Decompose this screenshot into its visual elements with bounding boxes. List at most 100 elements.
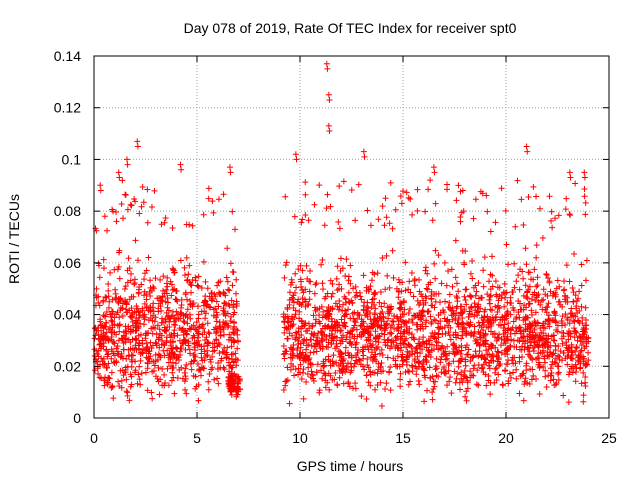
data-point	[503, 289, 510, 296]
data-point	[358, 296, 365, 303]
data-point	[309, 331, 316, 338]
data-point	[486, 365, 493, 372]
data-point	[444, 382, 451, 389]
data-point	[548, 208, 555, 215]
data-point	[329, 280, 336, 287]
data-point	[406, 325, 413, 332]
data-point	[183, 254, 190, 261]
data-point	[533, 193, 540, 200]
data-point	[485, 324, 492, 331]
data-point	[155, 364, 162, 371]
data-point	[359, 323, 366, 330]
data-point	[174, 375, 181, 382]
data-point	[519, 343, 526, 350]
data-point	[299, 267, 306, 274]
data-point	[159, 315, 166, 322]
data-point	[442, 368, 449, 375]
data-point	[418, 315, 425, 322]
data-point	[292, 151, 299, 158]
data-point	[492, 369, 499, 376]
data-point	[92, 367, 99, 374]
data-point	[369, 269, 376, 276]
data-point	[100, 298, 107, 305]
data-point	[533, 376, 540, 383]
data-point	[164, 365, 171, 372]
data-point	[372, 351, 379, 358]
data-point	[400, 319, 407, 326]
data-point	[516, 390, 523, 397]
data-point	[322, 377, 329, 384]
data-point	[202, 315, 209, 322]
data-point	[521, 344, 528, 351]
data-point	[226, 381, 233, 388]
data-point	[367, 316, 374, 323]
data-point	[347, 280, 354, 287]
data-point	[500, 340, 507, 347]
data-point	[564, 361, 571, 368]
data-point	[397, 347, 404, 354]
data-point	[105, 280, 112, 287]
data-point	[192, 326, 199, 333]
data-point	[383, 252, 390, 259]
data-point	[326, 386, 333, 393]
data-point	[435, 339, 442, 346]
data-point	[151, 362, 158, 369]
data-point	[409, 211, 416, 218]
data-point	[126, 296, 133, 303]
data-point	[485, 319, 492, 326]
data-point	[433, 355, 440, 362]
data-point	[432, 247, 439, 254]
data-point	[127, 270, 134, 277]
data-point	[168, 345, 175, 352]
data-point	[445, 367, 452, 374]
data-point	[231, 226, 238, 233]
data-point	[511, 284, 518, 291]
data-point	[511, 343, 518, 350]
data-point	[311, 343, 318, 350]
data-point	[545, 372, 552, 379]
data-point	[195, 303, 202, 310]
data-point	[519, 353, 526, 360]
data-point	[550, 332, 557, 339]
data-point	[529, 344, 536, 351]
data-point	[308, 330, 315, 337]
data-point	[571, 327, 578, 334]
data-point	[232, 356, 239, 363]
data-point	[392, 335, 399, 342]
data-point	[480, 327, 487, 334]
data-point	[372, 386, 379, 393]
data-point	[477, 329, 484, 336]
data-point	[514, 177, 521, 184]
data-point	[280, 386, 287, 393]
data-point	[415, 377, 422, 384]
data-point	[375, 360, 382, 367]
data-point	[345, 298, 352, 305]
data-point	[442, 348, 449, 355]
data-point	[345, 273, 352, 280]
data-point	[211, 326, 218, 333]
data-point	[379, 351, 386, 358]
data-point	[397, 193, 404, 200]
data-point	[121, 285, 128, 292]
data-point	[286, 289, 293, 296]
data-point	[405, 341, 412, 348]
data-point	[313, 348, 320, 355]
data-point	[504, 333, 511, 340]
data-point	[95, 331, 102, 338]
data-point	[363, 304, 370, 311]
data-point	[494, 348, 501, 355]
data-point	[553, 326, 560, 333]
data-point	[481, 340, 488, 347]
data-point	[195, 361, 202, 368]
data-point	[507, 311, 514, 318]
data-point	[510, 360, 517, 367]
data-point	[493, 291, 500, 298]
data-point	[141, 292, 148, 299]
data-point	[209, 296, 216, 303]
data-point	[415, 358, 422, 365]
data-point	[302, 191, 309, 198]
data-point	[158, 221, 165, 228]
data-point	[324, 65, 331, 72]
data-point	[462, 373, 469, 380]
data-point	[560, 333, 567, 340]
